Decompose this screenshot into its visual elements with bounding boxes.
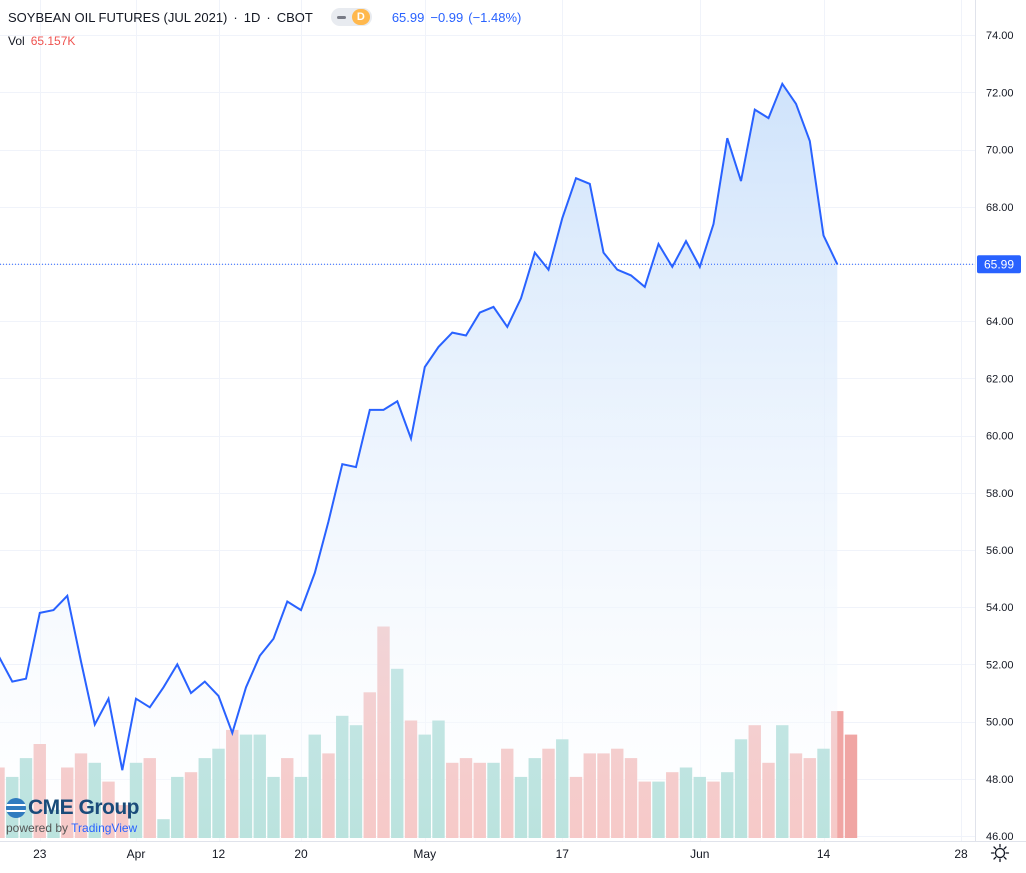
time-tick-label: Jun [690,847,709,861]
symbol-title[interactable]: SOYBEAN OIL FUTURES (JUL 2021) [8,9,228,25]
price-area [0,83,838,841]
chart-legend: SOYBEAN OIL FUTURES (JUL 2021) · 1D · CB… [8,8,521,26]
price-tick-label: 56.00 [986,545,1014,557]
last-price-tag-label: 65.99 [984,257,1014,271]
price-change-percent: (−1.48%) [468,9,522,25]
price-tick-label: 54.00 [986,602,1014,614]
volume-bar [844,734,858,838]
minus-icon [336,15,346,19]
separator: · [233,9,238,25]
separator: · [266,9,271,25]
market-status-pill[interactable]: D [330,8,372,26]
price-tick-label: 60.00 [986,431,1014,443]
price-tick-label: 70.00 [986,145,1014,157]
delayed-badge: D [351,9,370,25]
brand-name: CME Group [28,796,140,819]
price-tick-label: 62.00 [986,373,1014,385]
tradingview-link[interactable]: TradingView [71,821,138,835]
globe-icon [6,798,26,818]
time-axis[interactable]: 23 Apr 12 20 May 17 Jun 14 28 [33,847,968,861]
price-tick-label: 58.00 [986,488,1014,500]
price-tick-label: 52.00 [986,659,1014,671]
time-tick-label: 28 [954,847,968,861]
price-axis[interactable]: 46.00 48.00 50.00 52.00 54.00 56.00 58.00 60.00… [986,30,1014,843]
time-tick-label: May [413,847,436,861]
last-price-tag-bg [977,255,1021,274]
last-price-tag: 65.99 [977,255,1021,274]
price-tick-label: 46.00 [986,831,1014,843]
time-tick-label: 20 [294,847,308,861]
volume-legend: Vol 65.157K [8,34,75,48]
last-price: 65.99 [391,9,425,25]
price-tick-label: 50.00 [986,717,1014,729]
price-tick-label: 72.00 [986,87,1014,99]
cme-group-logo: CME Group [6,796,140,820]
price-tick-label: 74.00 [986,30,1014,42]
price-tick-label: 68.00 [986,202,1014,214]
time-tick-label: 17 [556,847,570,861]
price-tick-label: 64.00 [986,316,1014,328]
price-line [0,81,839,771]
price-tick-label: 48.00 [986,774,1014,786]
price-change: −0.99 [430,9,464,25]
volume-value: 65.157K [30,34,76,48]
time-tick-label: 23 [33,847,47,861]
time-tick-label: 14 [817,847,831,861]
powered-by-label: powered by [6,821,69,835]
exchange-label: CBOT [276,9,313,25]
settings-gear-icon[interactable] [990,843,1010,863]
time-tick-label: Apr [127,847,146,861]
volume-label: Vol [8,34,25,48]
cme-tradingview-logo[interactable]: CME Group powered by TradingView [6,796,140,835]
interval-label[interactable]: 1D [243,9,261,25]
time-tick-label: 12 [212,847,226,861]
powered-by: powered by TradingView [6,821,139,835]
